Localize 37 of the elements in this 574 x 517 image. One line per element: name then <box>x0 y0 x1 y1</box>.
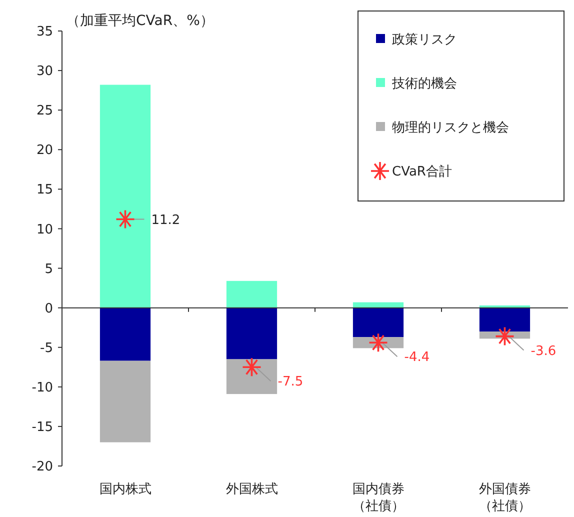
data-label: -7.5 <box>278 374 304 390</box>
x-tick-label: 外国債券（社債） <box>478 482 531 514</box>
y-tick-label: -20 <box>32 460 53 475</box>
y-tick-label: -10 <box>32 380 53 396</box>
data-label: -4.4 <box>404 350 430 366</box>
y-tick-label: 5 <box>44 262 53 277</box>
x-tick-label: 国内株式 <box>99 482 152 497</box>
y-tick-label: -15 <box>32 420 53 436</box>
y-tick-label: 35 <box>36 24 53 40</box>
x-tick-label: 外国株式 <box>226 482 278 497</box>
y-tick-label: -5 <box>40 340 53 356</box>
y-tick-label: 30 <box>36 64 53 80</box>
legend-label: 物理的リスクと機会 <box>392 120 509 136</box>
legend-label: 技術的機会 <box>391 76 457 92</box>
bar <box>100 84 151 308</box>
legend-label: 政策リスク <box>392 32 457 48</box>
point <box>368 332 388 353</box>
y-tick-label: 20 <box>36 143 53 158</box>
bar <box>100 360 151 442</box>
bar <box>352 302 404 308</box>
bar <box>479 308 530 332</box>
y-axis-title: （加重平均CVaR、%） <box>66 13 214 29</box>
point <box>494 326 515 346</box>
legend-label: CVaR合計 <box>392 164 452 180</box>
y-tick-label: 15 <box>36 182 53 198</box>
y-tick-label: 25 <box>36 104 53 119</box>
x-tick-label: 国内債券（社債） <box>352 482 404 514</box>
bar <box>226 280 278 308</box>
point <box>115 209 136 230</box>
y-tick-label: 0 <box>44 301 53 316</box>
data-label: 11.2 <box>151 212 180 228</box>
bar <box>226 359 278 394</box>
bar <box>100 308 151 361</box>
bar <box>352 308 404 338</box>
y-tick-label: 10 <box>36 222 53 238</box>
data-label: -3.6 <box>530 344 556 359</box>
bar <box>226 308 278 360</box>
